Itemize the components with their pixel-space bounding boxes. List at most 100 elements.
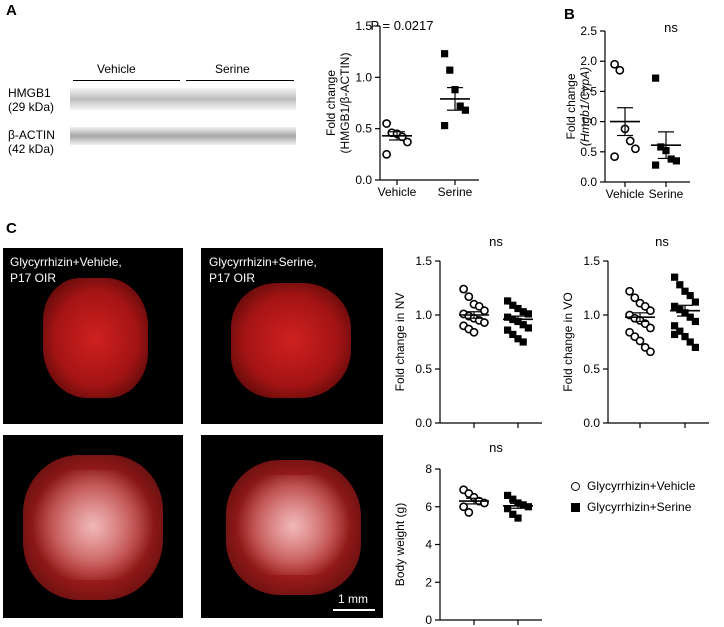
data-point-serine bbox=[676, 306, 684, 314]
data-point-serine bbox=[461, 106, 469, 114]
data-point-vehicle bbox=[382, 119, 391, 128]
data-point-serine bbox=[686, 338, 694, 346]
hmgb1-label: HMGB1 bbox=[8, 86, 51, 100]
data-point-serine bbox=[676, 281, 684, 289]
hmgb1-kda-label: (29 kDa) bbox=[8, 100, 55, 114]
data-point-serine bbox=[514, 304, 522, 313]
image-label-serine-line1: Glycyrrhizin+Serine, bbox=[209, 255, 317, 269]
data-point-serine bbox=[681, 287, 689, 295]
y-tick-label: 1.0 bbox=[580, 115, 597, 129]
actin-label: β-ACTIN bbox=[8, 128, 55, 142]
data-point-serine bbox=[671, 273, 679, 281]
data-point-serine bbox=[681, 333, 689, 341]
data-point-serine bbox=[672, 157, 680, 165]
data-point-vehicle bbox=[615, 65, 625, 75]
retina-image-vehicle-quantified bbox=[3, 435, 183, 618]
x-tick-label: Vehicle bbox=[606, 187, 645, 201]
y-axis-label: (Hmgb1/CypA) bbox=[578, 67, 592, 146]
y-axis-label: Fold change in NV bbox=[393, 293, 407, 392]
data-point-serine bbox=[519, 501, 527, 509]
x-tick-label: Vehicle bbox=[378, 185, 417, 199]
data-point-serine bbox=[667, 155, 675, 163]
blot-group-vehicle: Vehicle bbox=[97, 62, 136, 76]
data-point-serine bbox=[514, 514, 522, 522]
image-label-vehicle-line1: Glycyrrhizin+Vehicle, bbox=[10, 255, 122, 269]
data-point-serine bbox=[519, 338, 527, 346]
y-tick-label: 1.0 bbox=[583, 308, 600, 322]
data-point-vehicle bbox=[646, 347, 655, 357]
data-point-serine bbox=[671, 322, 679, 330]
retina-image-serine-quantified bbox=[201, 435, 383, 618]
data-point-serine bbox=[509, 301, 517, 309]
data-point-vehicle bbox=[646, 306, 655, 316]
data-point-serine bbox=[456, 102, 464, 110]
significance-label: ns bbox=[489, 234, 503, 249]
y-tick-label: 1.0 bbox=[415, 308, 432, 322]
legend-marker-square bbox=[571, 503, 580, 512]
data-point-serine bbox=[504, 326, 512, 334]
legend-marker-circle bbox=[571, 482, 580, 491]
data-point-serine bbox=[441, 121, 449, 130]
panel-label-b: B bbox=[564, 6, 575, 23]
vehicle-bracket-line bbox=[73, 80, 180, 81]
data-point-serine bbox=[446, 66, 454, 74]
y-tick-label: 1.5 bbox=[415, 254, 432, 268]
data-point-serine bbox=[657, 143, 665, 151]
data-point-vehicle bbox=[610, 152, 619, 162]
data-point-vehicle bbox=[635, 336, 645, 346]
data-point-serine bbox=[652, 161, 660, 169]
scale-bar bbox=[333, 609, 375, 611]
data-point-serine bbox=[524, 324, 532, 332]
y-tick-label: 2.5 bbox=[580, 24, 597, 38]
data-point-serine bbox=[676, 327, 684, 335]
legend-label-vehicle: Glycyrrhizin+Vehicle bbox=[587, 479, 696, 493]
data-point-vehicle bbox=[459, 284, 468, 294]
y-axis-label: Fold change bbox=[324, 70, 338, 136]
actin-kda-label: (42 kDa) bbox=[8, 142, 55, 156]
y-tick-label: 0.0 bbox=[355, 173, 372, 187]
data-point-serine bbox=[504, 297, 512, 305]
data-point-serine bbox=[441, 50, 449, 58]
y-tick-label: 0.5 bbox=[580, 145, 597, 159]
chart-vo: 0.0 0.5 1.0 1.5 Fold change in VO ns bbox=[561, 234, 709, 430]
data-point-serine bbox=[509, 495, 517, 503]
scale-bar-label: 1 mm bbox=[338, 592, 368, 606]
y-axis-label: Fold change bbox=[564, 73, 578, 139]
data-point-serine bbox=[504, 491, 512, 500]
data-point-serine bbox=[691, 317, 699, 326]
western-blot: Vehicle Serine HMGB1 (29 kDa) β-ACTIN (4… bbox=[0, 0, 300, 180]
chart-nv: 0.0 0.5 1.0 1.5 Fold change in NV ns bbox=[393, 234, 542, 430]
y-tick-label: 1.5 bbox=[580, 84, 597, 98]
hmgb1-band-strip bbox=[70, 88, 296, 110]
y-tick-label: 1.5 bbox=[355, 19, 372, 33]
data-point-serine bbox=[519, 308, 527, 316]
x-tick-label: Serine bbox=[438, 185, 473, 199]
data-point-serine bbox=[524, 503, 532, 511]
data-point-vehicle bbox=[469, 327, 479, 337]
y-tick-label: 0.0 bbox=[583, 416, 600, 430]
data-point-vehicle bbox=[630, 293, 640, 303]
data-point-serine bbox=[524, 310, 532, 318]
significance-label: P = 0.0217 bbox=[370, 18, 433, 33]
data-point-serine bbox=[519, 321, 527, 329]
data-point-vehicle bbox=[464, 292, 474, 302]
y-axis-label: (HMGB1/β-ACTIN) bbox=[338, 53, 352, 154]
data-point-vehicle bbox=[480, 318, 489, 327]
image-label-vehicle-line2: P17 OIR bbox=[10, 271, 57, 285]
data-point-serine bbox=[504, 313, 512, 321]
significance-label: ns bbox=[489, 440, 503, 455]
data-point-serine bbox=[671, 302, 679, 310]
data-point-vehicle bbox=[625, 286, 634, 296]
y-tick-label: 2 bbox=[425, 575, 432, 589]
x-tick-label: Serine bbox=[649, 187, 684, 201]
y-tick-label: 2.0 bbox=[580, 54, 597, 68]
data-point-serine bbox=[686, 291, 694, 300]
data-point-serine bbox=[504, 505, 512, 513]
data-point-serine bbox=[509, 330, 517, 339]
data-point-serine bbox=[691, 343, 699, 351]
legend: Glycyrrhizin+Vehicle Glycyrrhizin+Serine bbox=[568, 478, 724, 518]
retina-image-serine bbox=[201, 248, 383, 424]
data-point-serine bbox=[514, 335, 522, 343]
y-axis-label: Body weight (g) bbox=[393, 503, 407, 586]
retina-image-vehicle bbox=[3, 248, 183, 424]
